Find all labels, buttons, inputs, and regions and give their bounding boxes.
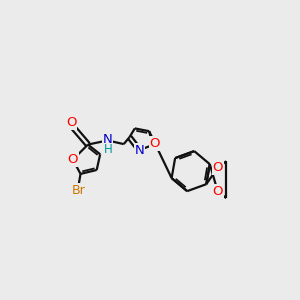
- Text: O: O: [150, 137, 160, 150]
- Text: O: O: [212, 161, 223, 174]
- Text: Br: Br: [72, 184, 86, 197]
- Text: O: O: [68, 153, 78, 166]
- Text: N: N: [135, 144, 144, 157]
- Text: O: O: [212, 185, 223, 198]
- Text: O: O: [66, 116, 76, 129]
- Text: H: H: [104, 143, 113, 156]
- Text: N: N: [103, 133, 112, 146]
